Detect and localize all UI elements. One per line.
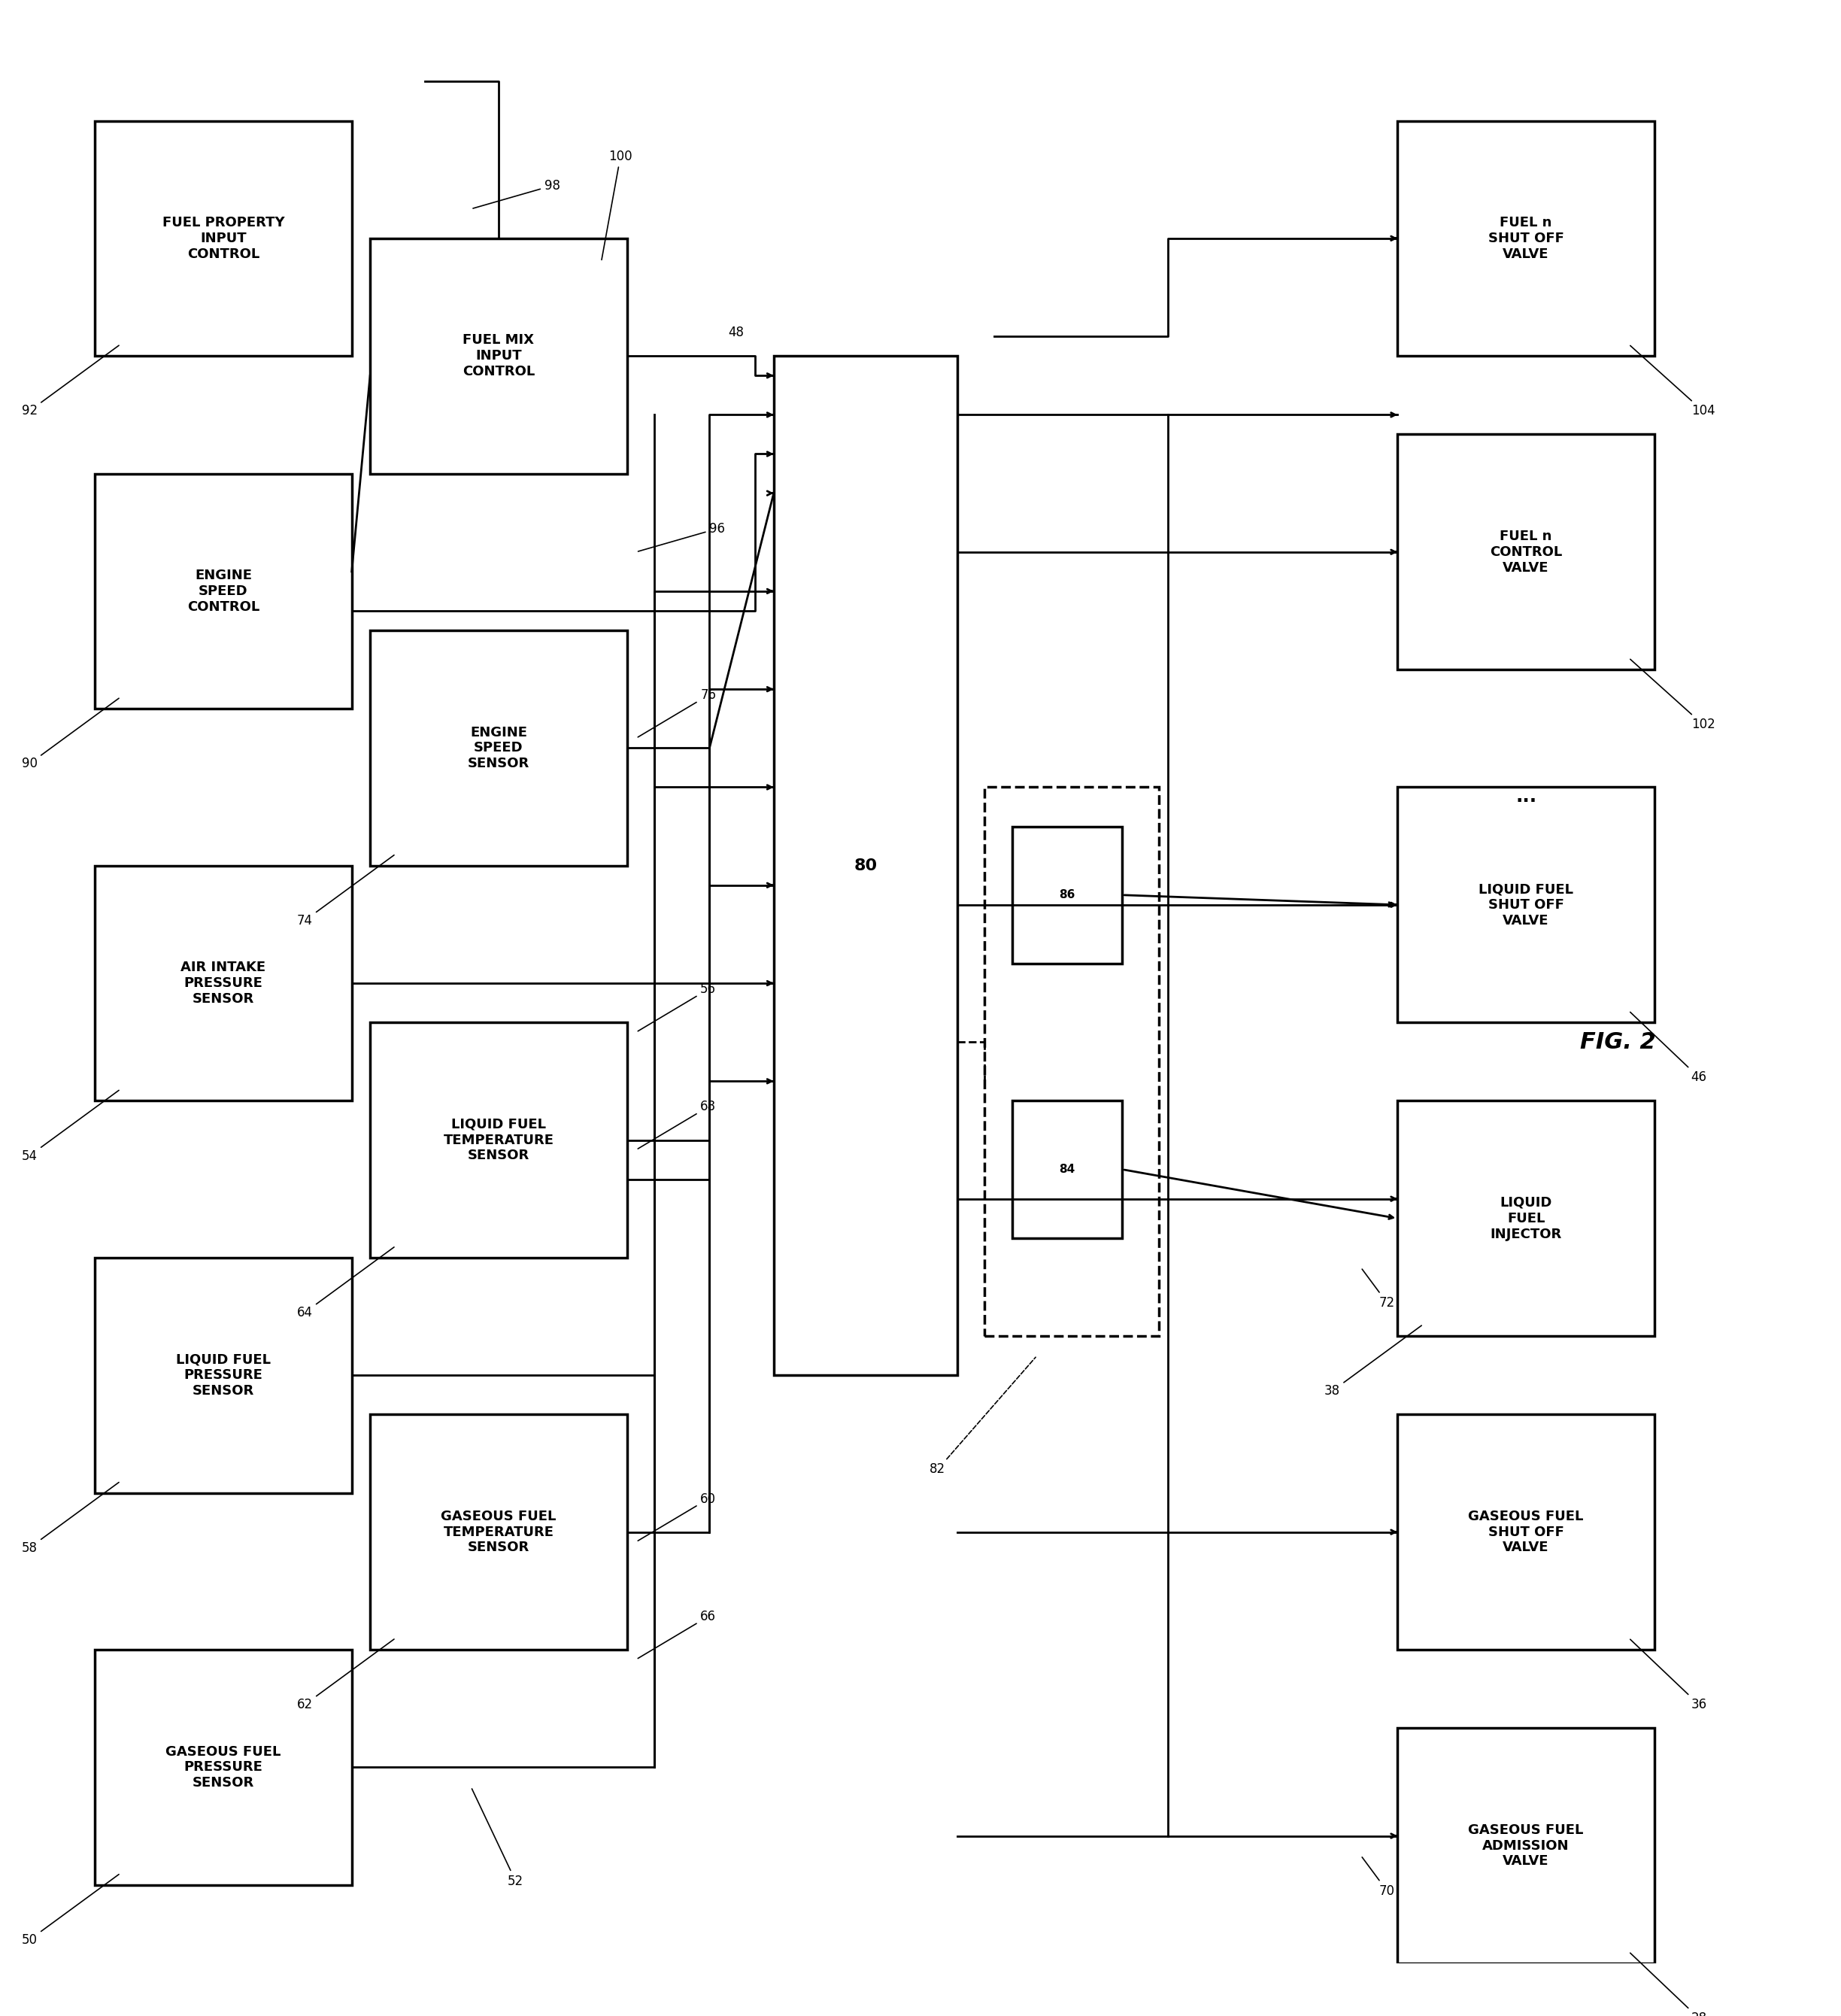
Text: 90: 90: [22, 698, 120, 770]
Text: 62: 62: [296, 1639, 394, 1712]
FancyBboxPatch shape: [1013, 827, 1123, 964]
Text: FUEL n
SHUT OFF
VALVE: FUEL n SHUT OFF VALVE: [1488, 216, 1563, 260]
Text: 54: 54: [22, 1091, 120, 1163]
FancyBboxPatch shape: [773, 357, 957, 1375]
Text: 58: 58: [22, 1482, 120, 1554]
Text: 68: 68: [639, 1101, 716, 1149]
Text: 76: 76: [639, 687, 716, 738]
Text: 74: 74: [296, 855, 394, 927]
FancyBboxPatch shape: [370, 238, 628, 474]
Text: FIG. 2: FIG. 2: [1580, 1030, 1655, 1052]
Text: LIQUID
FUEL
INJECTOR: LIQUID FUEL INJECTOR: [1489, 1195, 1561, 1240]
Text: 102: 102: [1631, 659, 1716, 732]
Text: 70: 70: [1362, 1857, 1395, 1897]
Text: AIR INTAKE
PRESSURE
SENSOR: AIR INTAKE PRESSURE SENSOR: [180, 962, 265, 1006]
Text: 86: 86: [1059, 889, 1075, 901]
FancyBboxPatch shape: [1397, 1728, 1655, 1964]
FancyBboxPatch shape: [370, 631, 628, 865]
FancyBboxPatch shape: [96, 1258, 352, 1494]
Text: 84: 84: [1059, 1163, 1075, 1175]
FancyBboxPatch shape: [1397, 786, 1655, 1022]
Text: GASEOUS FUEL
PRESSURE
SENSOR: GASEOUS FUEL PRESSURE SENSOR: [166, 1746, 282, 1790]
FancyBboxPatch shape: [1397, 1101, 1655, 1337]
Text: 56: 56: [639, 982, 716, 1030]
Text: 36: 36: [1631, 1639, 1707, 1712]
Text: 104: 104: [1631, 345, 1714, 417]
FancyBboxPatch shape: [370, 1022, 628, 1258]
Text: 64: 64: [296, 1248, 394, 1318]
FancyBboxPatch shape: [96, 474, 352, 710]
Text: ENGINE
SPEED
SENSOR: ENGINE SPEED SENSOR: [468, 726, 530, 770]
FancyBboxPatch shape: [985, 786, 1160, 1337]
Text: 98: 98: [473, 179, 560, 208]
Text: 46: 46: [1631, 1012, 1707, 1085]
Text: 50: 50: [22, 1875, 120, 1947]
Text: 82: 82: [930, 1357, 1036, 1476]
Text: LIQUID FUEL
TEMPERATURE
SENSOR: LIQUID FUEL TEMPERATURE SENSOR: [444, 1117, 554, 1163]
Text: LIQUID FUEL
SHUT OFF
VALVE: LIQUID FUEL SHUT OFF VALVE: [1478, 883, 1574, 927]
Text: GASEOUS FUEL
SHUT OFF
VALVE: GASEOUS FUEL SHUT OFF VALVE: [1469, 1510, 1583, 1554]
FancyBboxPatch shape: [1397, 1415, 1655, 1649]
Text: ...: ...: [1515, 788, 1537, 806]
Text: 38: 38: [1324, 1325, 1421, 1397]
Text: FUEL n
CONTROL
VALVE: FUEL n CONTROL VALVE: [1489, 530, 1563, 575]
Text: GASEOUS FUEL
ADMISSION
VALVE: GASEOUS FUEL ADMISSION VALVE: [1469, 1822, 1583, 1869]
Text: 92: 92: [22, 345, 120, 417]
Text: 60: 60: [639, 1492, 716, 1540]
Text: 52: 52: [471, 1788, 523, 1887]
Text: LIQUID FUEL
PRESSURE
SENSOR: LIQUID FUEL PRESSURE SENSOR: [177, 1353, 271, 1397]
Text: 72: 72: [1362, 1270, 1395, 1310]
FancyBboxPatch shape: [1397, 121, 1655, 357]
Text: 66: 66: [639, 1609, 716, 1659]
FancyBboxPatch shape: [1013, 1101, 1123, 1238]
Text: 80: 80: [854, 859, 876, 873]
FancyBboxPatch shape: [96, 865, 352, 1101]
FancyBboxPatch shape: [96, 1649, 352, 1885]
Text: 28: 28: [1631, 1954, 1707, 2016]
Text: FUEL PROPERTY
INPUT
CONTROL: FUEL PROPERTY INPUT CONTROL: [162, 216, 285, 260]
Text: GASEOUS FUEL
TEMPERATURE
SENSOR: GASEOUS FUEL TEMPERATURE SENSOR: [440, 1510, 556, 1554]
Text: 100: 100: [602, 149, 631, 260]
Text: FUEL MIX
INPUT
CONTROL: FUEL MIX INPUT CONTROL: [462, 333, 534, 379]
Text: ENGINE
SPEED
CONTROL: ENGINE SPEED CONTROL: [188, 569, 260, 613]
FancyBboxPatch shape: [370, 1415, 628, 1649]
FancyBboxPatch shape: [1397, 433, 1655, 669]
Text: 48: 48: [727, 327, 744, 339]
Text: 96: 96: [639, 522, 725, 552]
FancyBboxPatch shape: [96, 121, 352, 357]
